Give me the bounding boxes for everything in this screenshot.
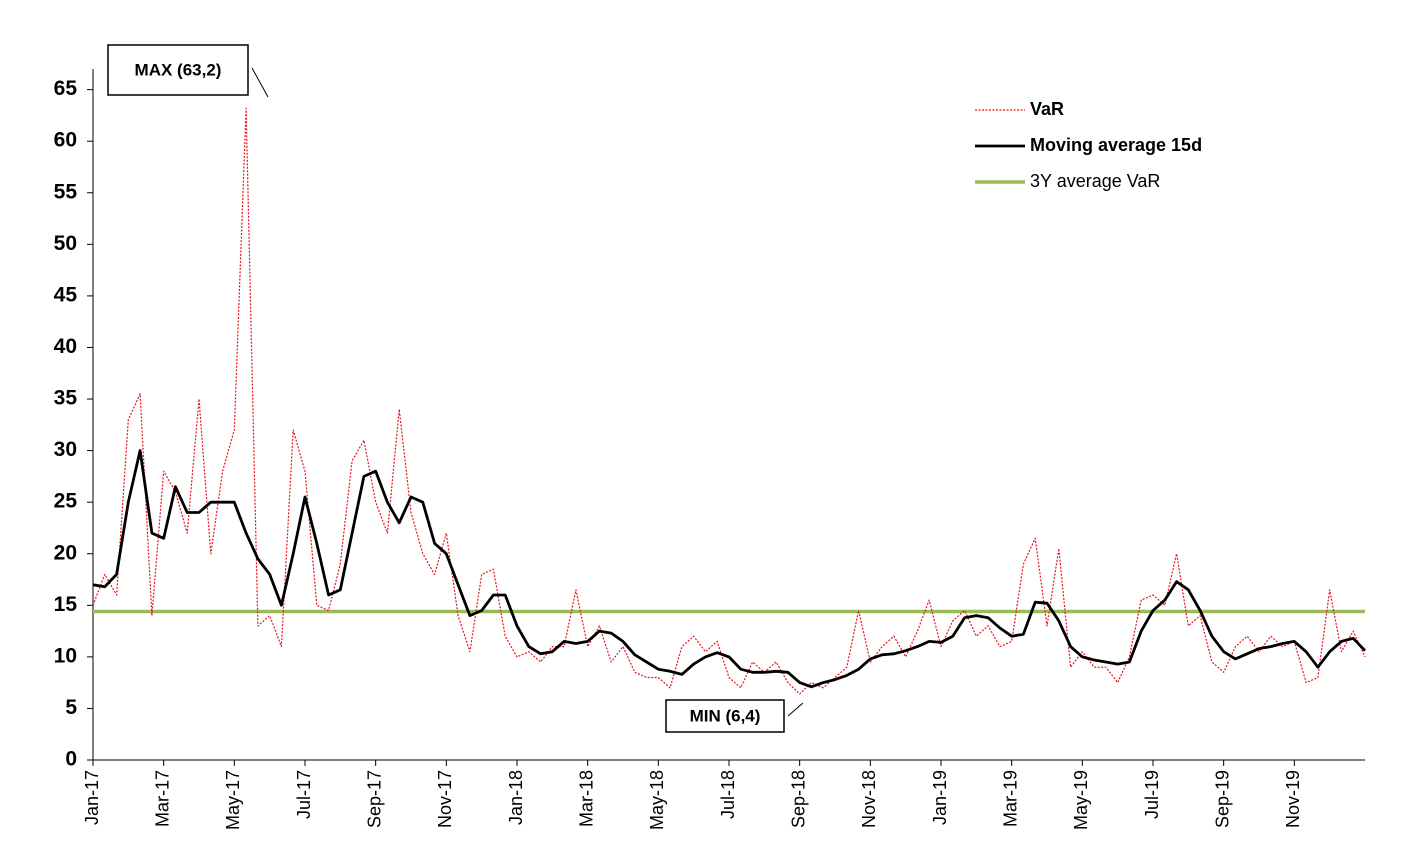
x-tick-label: Sep-17 (364, 770, 384, 828)
x-tick-label: May-17 (223, 770, 243, 830)
max-leader (251, 67, 269, 98)
x-tick-label: Nov-19 (1283, 770, 1303, 828)
x-tick-label: May-19 (1071, 770, 1091, 830)
x-tick-label: Mar-18 (576, 770, 596, 827)
legend-label: VaR (1030, 99, 1064, 119)
y-tick-label: 50 (54, 232, 77, 255)
x-tick-label: Jul-19 (1142, 770, 1162, 819)
y-tick-label: 65 (54, 77, 78, 100)
y-tick-label: 60 (54, 129, 77, 152)
max-annotation: MAX (63,2) (135, 60, 222, 79)
x-tick-label: Jan-18 (506, 770, 526, 825)
x-tick-label: Mar-19 (1000, 770, 1020, 827)
min-leader (787, 702, 804, 717)
y-tick-label: 0 (65, 748, 77, 771)
y-tick-label: 5 (65, 696, 77, 719)
y-tick-label: 55 (54, 180, 78, 203)
x-tick-label: Jan-17 (82, 770, 102, 825)
y-tick-label: 20 (54, 541, 77, 564)
max-box (107, 44, 249, 96)
y-tick-label: 30 (54, 438, 77, 461)
x-tick-label: Nov-17 (435, 770, 455, 828)
x-tick-label: Jul-18 (718, 770, 738, 819)
min-box (665, 699, 785, 733)
x-tick-label: Nov-18 (859, 770, 879, 828)
y-tick-label: 35 (54, 387, 78, 410)
y-tick-label: 25 (54, 490, 78, 513)
series-line (92, 107, 1366, 695)
y-tick-label: 40 (54, 335, 77, 358)
series-line (92, 449, 1367, 689)
legend-label: 3Y average VaR (1030, 171, 1160, 191)
y-tick-label: 45 (54, 283, 78, 306)
x-tick-label: Jan-19 (930, 770, 950, 825)
y-tick-label: 10 (54, 644, 77, 667)
x-tick-label: Sep-18 (788, 770, 808, 828)
x-tick-label: Sep-19 (1212, 770, 1232, 828)
x-tick-label: Mar-17 (152, 770, 172, 827)
legend-label: Moving average 15d (1030, 135, 1202, 155)
plot: 0 5 10 15 20 25 30 35 40 45 50 55 60 65 Jan-17 Mar-17 Ma… (54, 69, 1367, 830)
min-annotation: MIN (6,4) (690, 706, 761, 725)
y-tick-label: 15 (54, 593, 78, 616)
x-tick-label: Jul-17 (294, 770, 314, 819)
x-tick-label: May-18 (647, 770, 667, 830)
